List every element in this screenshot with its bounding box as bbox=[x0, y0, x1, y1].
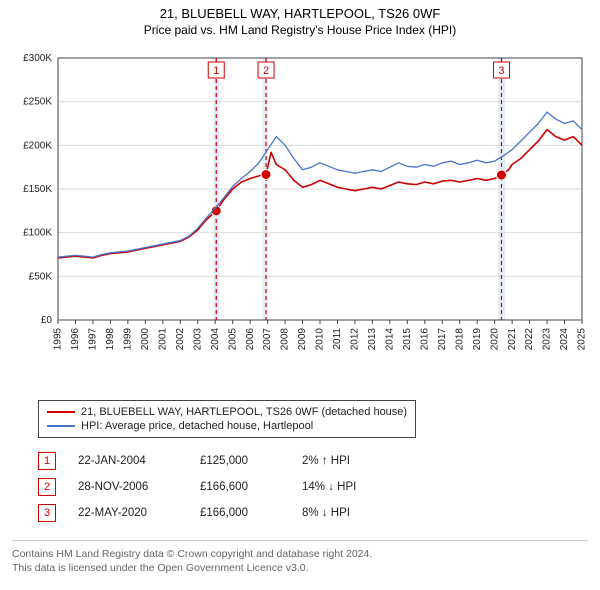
marker-row: 1 22-JAN-2004 £125,000 2% ↑ HPI bbox=[38, 448, 402, 474]
svg-text:2021: 2021 bbox=[507, 328, 518, 351]
svg-text:2013: 2013 bbox=[367, 328, 378, 351]
svg-text:2016: 2016 bbox=[419, 328, 430, 351]
svg-text:2012: 2012 bbox=[350, 328, 361, 351]
svg-text:2008: 2008 bbox=[280, 328, 291, 351]
chart-container: { "title": "21, BLUEBELL WAY, HARTLEPOOL… bbox=[0, 0, 600, 590]
marker-number-badge: 3 bbox=[38, 504, 56, 522]
svg-text:2015: 2015 bbox=[402, 328, 413, 351]
chart-subtitle: Price paid vs. HM Land Registry's House … bbox=[0, 21, 600, 37]
markers-table: 1 22-JAN-2004 £125,000 2% ↑ HPI 2 28-NOV-2006… bbox=[38, 448, 402, 526]
svg-text:2024: 2024 bbox=[559, 328, 570, 351]
svg-text:1996: 1996 bbox=[70, 328, 81, 351]
marker-delta: 14% ↓ HPI bbox=[302, 481, 402, 493]
svg-text:2022: 2022 bbox=[524, 328, 535, 351]
svg-text:2001: 2001 bbox=[157, 328, 168, 351]
svg-text:2023: 2023 bbox=[542, 328, 553, 351]
svg-text:2011: 2011 bbox=[332, 328, 343, 350]
svg-text:2020: 2020 bbox=[489, 328, 500, 351]
svg-text:2014: 2014 bbox=[385, 328, 396, 351]
line-chart-svg: £0 £50K £100K £150K £200K £250K £300K 1995 1996 1… bbox=[10, 50, 590, 380]
attribution-footer: Contains HM Land Registry data © Crown c… bbox=[12, 540, 588, 575]
marker-row: 3 22-MAY-2020 £166,000 8% ↓ HPI bbox=[38, 500, 402, 526]
svg-text:2010: 2010 bbox=[315, 328, 326, 351]
svg-text:£0: £0 bbox=[41, 315, 53, 326]
svg-text:2005: 2005 bbox=[227, 328, 238, 351]
svg-text:£250K: £250K bbox=[23, 97, 52, 108]
svg-text:2002: 2002 bbox=[175, 328, 186, 351]
legend-item: 21, BLUEBELL WAY, HARTLEPOOL, TS26 0WF (… bbox=[47, 405, 407, 419]
legend: 21, BLUEBELL WAY, HARTLEPOOL, TS26 0WF (… bbox=[38, 400, 416, 438]
svg-text:2018: 2018 bbox=[454, 328, 465, 351]
marker-date: 28-NOV-2006 bbox=[78, 481, 178, 493]
marker-row: 2 28-NOV-2006 £166,600 14% ↓ HPI bbox=[38, 474, 402, 500]
legend-swatch bbox=[47, 411, 75, 413]
svg-text:1: 1 bbox=[213, 65, 219, 77]
svg-text:2000: 2000 bbox=[140, 328, 151, 351]
svg-text:2004: 2004 bbox=[210, 328, 221, 351]
svg-text:£200K: £200K bbox=[23, 140, 52, 151]
svg-text:£100K: £100K bbox=[23, 228, 52, 239]
chart-area: £0 £50K £100K £150K £200K £250K £300K 1995 1996 1… bbox=[10, 50, 590, 380]
svg-text:£150K: £150K bbox=[23, 184, 52, 195]
svg-text:1998: 1998 bbox=[105, 328, 116, 351]
svg-text:1997: 1997 bbox=[88, 328, 99, 351]
legend-label: HPI: Average price, detached house, Hart… bbox=[81, 420, 313, 432]
svg-text:2: 2 bbox=[263, 65, 269, 77]
svg-text:1999: 1999 bbox=[123, 328, 134, 351]
chart-title: 21, BLUEBELL WAY, HARTLEPOOL, TS26 0WF bbox=[0, 0, 600, 21]
svg-text:2009: 2009 bbox=[297, 328, 308, 351]
svg-text:2007: 2007 bbox=[262, 328, 273, 351]
svg-text:£300K: £300K bbox=[23, 53, 52, 64]
marker-price: £166,600 bbox=[200, 481, 280, 493]
svg-text:2017: 2017 bbox=[437, 328, 448, 351]
legend-item: HPI: Average price, detached house, Hart… bbox=[47, 419, 407, 433]
marker-date: 22-JAN-2004 bbox=[78, 455, 178, 467]
marker-date: 22-MAY-2020 bbox=[78, 507, 178, 519]
svg-text:2006: 2006 bbox=[245, 328, 256, 351]
legend-label: 21, BLUEBELL WAY, HARTLEPOOL, TS26 0WF (… bbox=[81, 406, 407, 418]
footer-line: This data is licensed under the Open Gov… bbox=[12, 561, 588, 575]
svg-text:2025: 2025 bbox=[577, 328, 588, 351]
marker-price: £166,000 bbox=[200, 507, 280, 519]
svg-text:2003: 2003 bbox=[192, 328, 203, 351]
svg-text:2019: 2019 bbox=[472, 328, 483, 351]
svg-text:1995: 1995 bbox=[53, 328, 64, 351]
footer-line: Contains HM Land Registry data © Crown c… bbox=[12, 547, 588, 561]
svg-text:£50K: £50K bbox=[29, 271, 53, 282]
svg-text:3: 3 bbox=[498, 65, 504, 77]
marker-price: £125,000 bbox=[200, 455, 280, 467]
legend-swatch bbox=[47, 425, 75, 427]
marker-delta: 8% ↓ HPI bbox=[302, 507, 402, 519]
marker-number-badge: 2 bbox=[38, 478, 56, 496]
marker-delta: 2% ↑ HPI bbox=[302, 455, 402, 467]
marker-number-badge: 1 bbox=[38, 452, 56, 470]
